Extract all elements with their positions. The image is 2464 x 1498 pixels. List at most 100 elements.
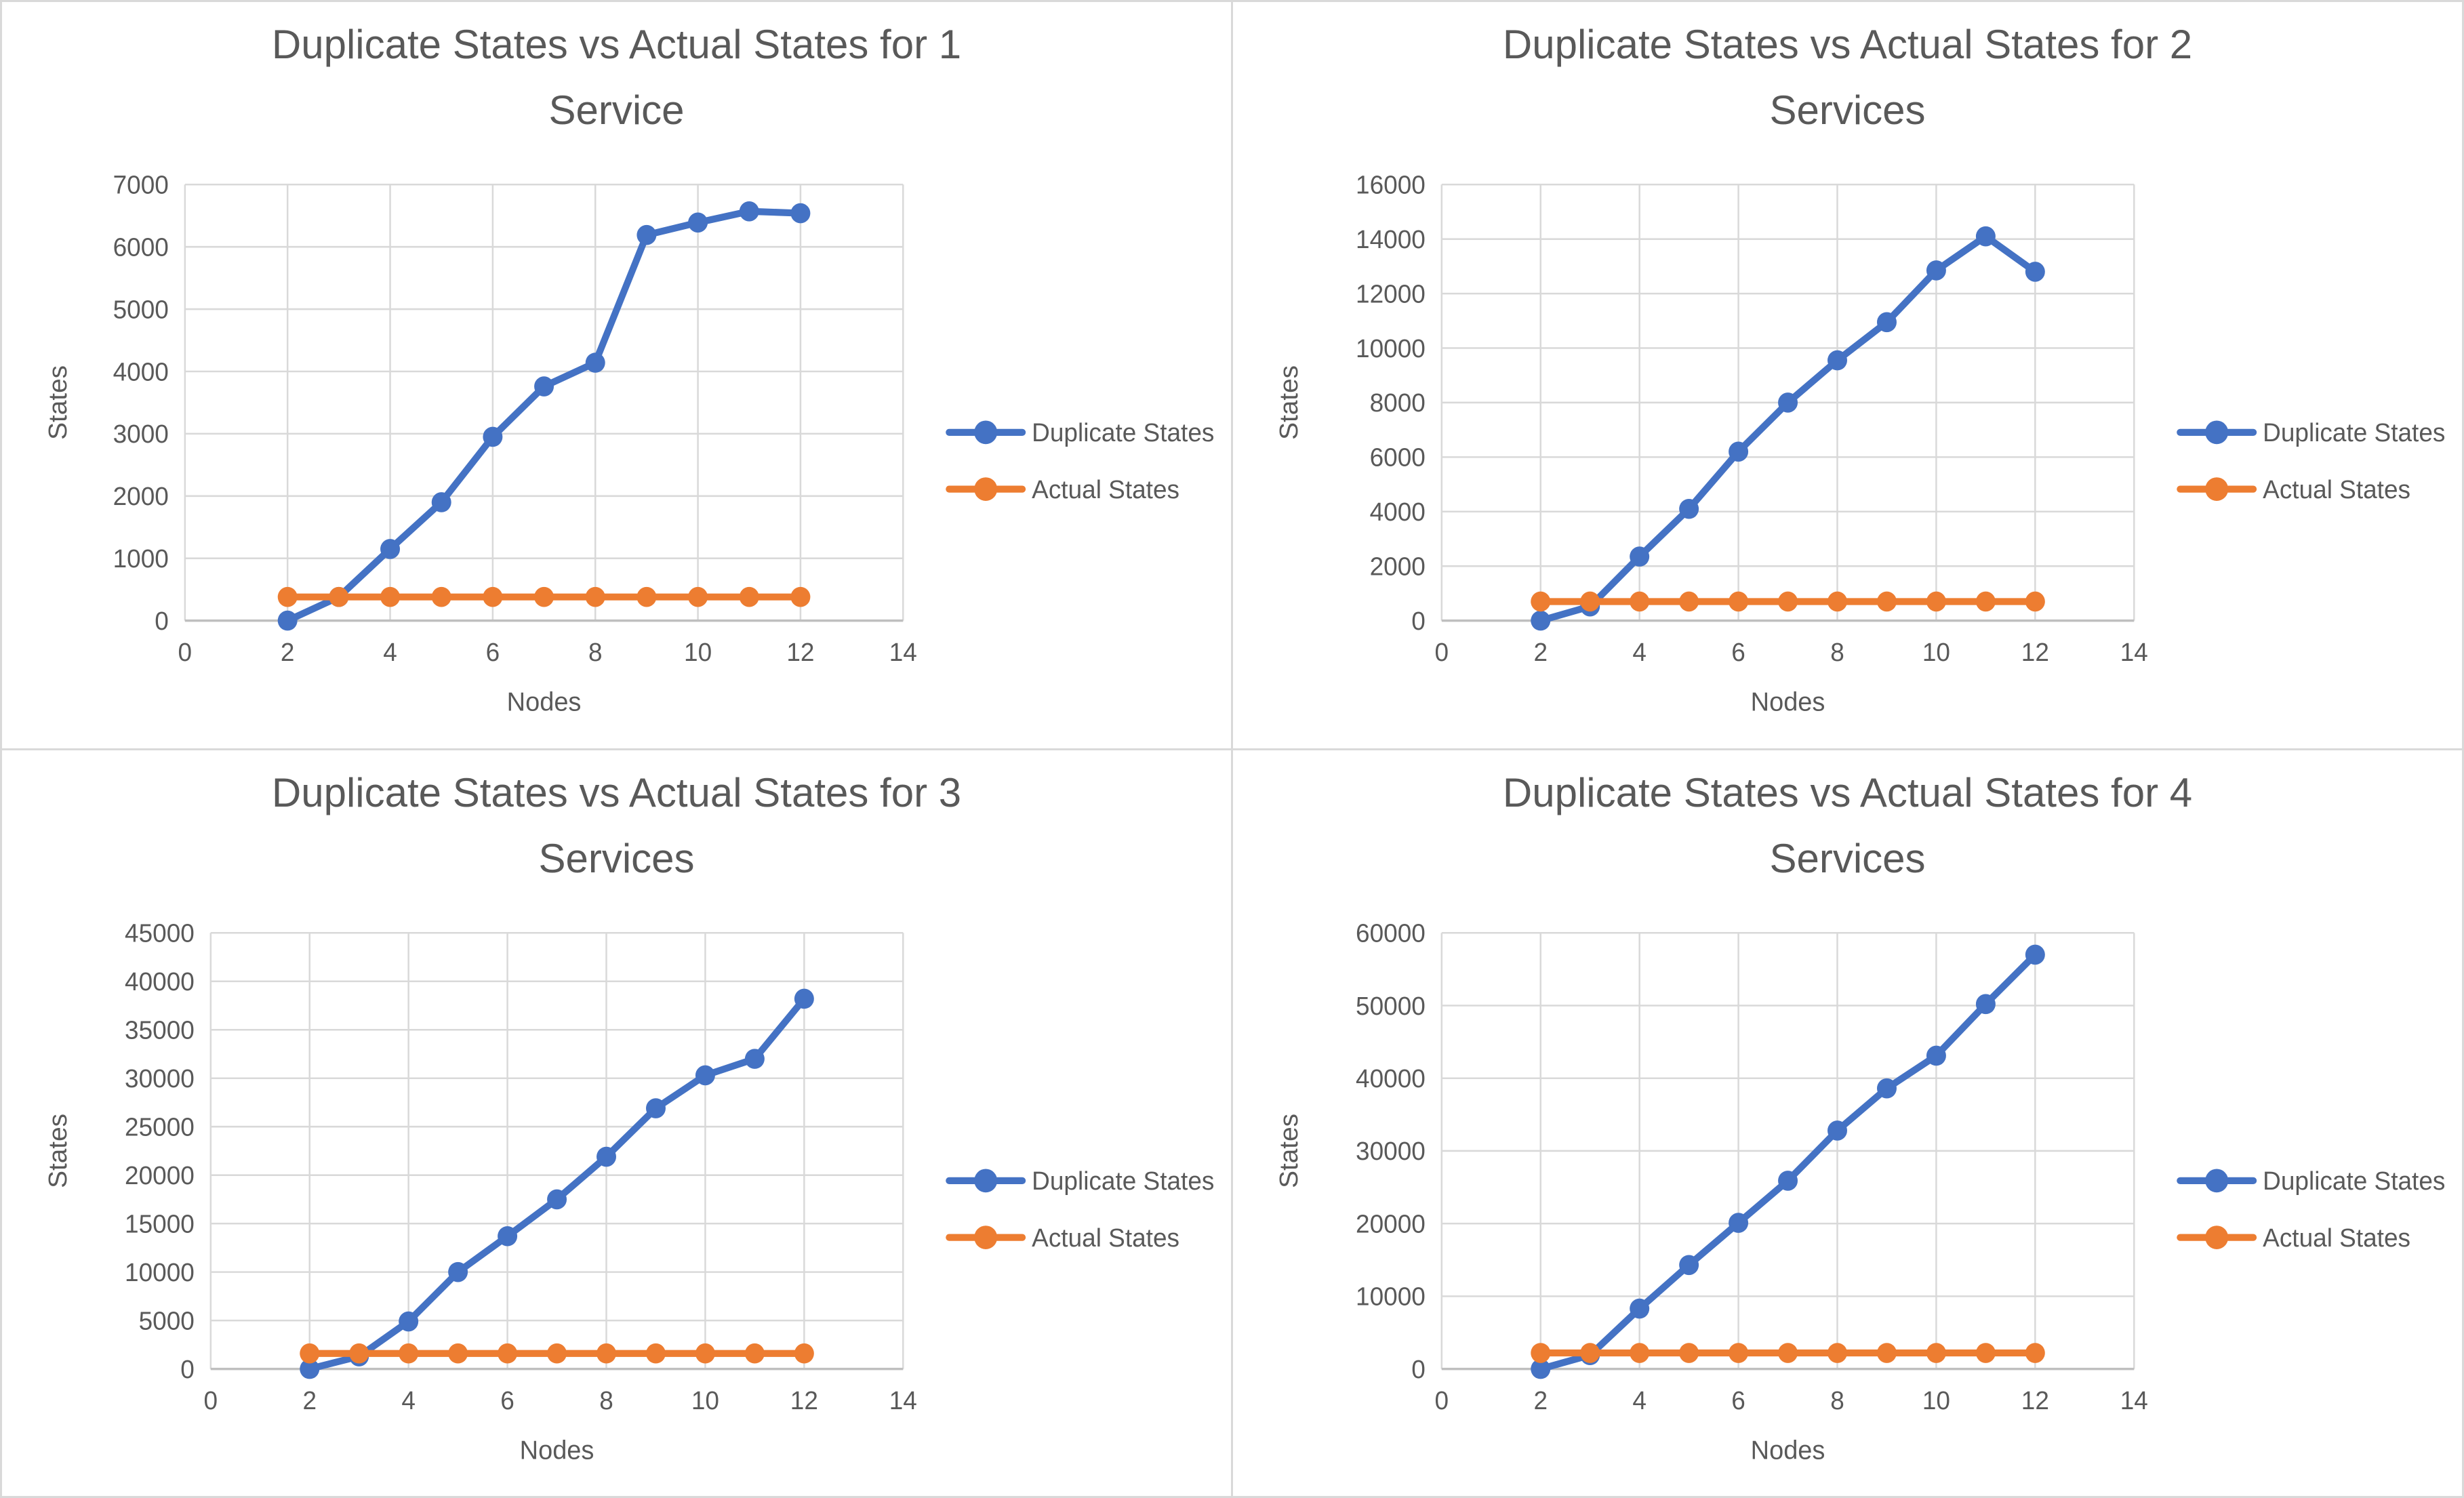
x-tick-label: 0: [1435, 1385, 1449, 1414]
series-marker-actual-states: [1580, 591, 1600, 612]
series-marker-actual-states: [300, 1343, 320, 1364]
y-tick-label: 5000: [139, 1306, 195, 1335]
chart-panel-3-services: Duplicate States vs Actual States for 3 …: [2, 750, 1231, 1496]
series-actual-states: [1531, 591, 2045, 612]
series-marker-duplicate-states: [2025, 262, 2045, 282]
series-marker-duplicate-states: [1630, 546, 1650, 567]
legend-item-duplicate-states: Duplicate States: [2177, 1166, 2445, 1195]
series-marker-actual-states: [1630, 1342, 1650, 1363]
series-marker-duplicate-states: [1729, 1212, 1749, 1233]
series-marker-duplicate-states: [547, 1189, 567, 1209]
series-duplicate-states: [277, 201, 811, 631]
legend-marker-duplicate-states: [2205, 1168, 2229, 1192]
y-tick-label: 0: [1411, 607, 1426, 635]
series-marker-actual-states: [597, 1343, 617, 1364]
series-marker-duplicate-states: [1876, 312, 1897, 333]
chart-title-line: Services: [1769, 835, 1926, 881]
chart-title: Duplicate States vs Actual States for 3 …: [2, 760, 1231, 891]
x-tick-label: 0: [204, 1385, 218, 1414]
x-tick-label: 4: [401, 1385, 416, 1414]
y-tick-label: 20000: [125, 1160, 195, 1189]
series-marker-duplicate-states: [448, 1261, 468, 1282]
x-tick-label: 2: [281, 637, 295, 666]
x-tick-label: 6: [486, 637, 500, 666]
series-marker-duplicate-states: [399, 1311, 419, 1331]
series-marker-actual-states: [1876, 591, 1897, 612]
series-marker-actual-states: [483, 586, 503, 607]
series-marker-actual-states: [744, 1343, 765, 1364]
y-tick-label: 35000: [125, 1015, 195, 1044]
y-tick-label: 30000: [1356, 1136, 1426, 1165]
y-tick-label: 40000: [125, 967, 195, 995]
series-marker-actual-states: [790, 586, 811, 607]
legend-marker-duplicate-states: [2205, 420, 2229, 445]
y-tick-label: 8000: [1370, 388, 1426, 417]
legend-item-duplicate-states: Duplicate States: [946, 1166, 1214, 1195]
y-tick-label: 6000: [1370, 443, 1426, 471]
y-tick-label: 10000: [1356, 333, 1426, 362]
x-axis-title: Nodes: [520, 1435, 594, 1464]
series-marker-duplicate-states: [645, 1097, 666, 1118]
y-tick-label: 10000: [1356, 1282, 1426, 1310]
legend-label: Actual States: [1032, 1223, 1179, 1251]
chart-canvas-3-services: 0 5000 10000 15000 20000 25000 30000 35000 40000…: [43, 918, 1214, 1465]
y-tick-label: 40000: [1356, 1064, 1426, 1092]
series-duplicate-states: [1531, 944, 2045, 1379]
legend: Duplicate States Actual States: [946, 1166, 1214, 1251]
chart-canvas-2-services: 0 2000 4000 6000 8000 10000 12000 14000 16000 0 2 4…: [1274, 170, 2445, 716]
series-marker-duplicate-states: [380, 539, 401, 559]
x-tick-label: 0: [178, 637, 193, 666]
series-marker-duplicate-states: [1926, 1045, 1946, 1066]
y-tick-label: 2000: [113, 482, 169, 510]
x-tick-label: 10: [684, 637, 712, 666]
x-tick-label: 12: [790, 1385, 818, 1414]
y-tick-label: 60000: [1356, 918, 1426, 947]
y-tick-label: 1000: [113, 544, 169, 573]
x-tick-label: 12: [2021, 1385, 2049, 1414]
series-marker-duplicate-states: [483, 426, 503, 447]
series-marker-actual-states: [794, 1343, 814, 1364]
series-marker-duplicate-states: [1975, 994, 1996, 1014]
series-marker-actual-states: [1926, 1342, 1946, 1363]
legend-marker-actual-states: [974, 477, 998, 501]
series-marker-duplicate-states: [585, 352, 605, 373]
legend-label: Actual States: [1032, 474, 1179, 503]
series-marker-actual-states: [1580, 1342, 1600, 1363]
x-tick-label: 6: [1731, 637, 1745, 666]
series-line-duplicate-states: [284, 207, 804, 624]
series-marker-actual-states: [277, 586, 298, 607]
y-tick-label: 2000: [1370, 552, 1426, 580]
legend-marker-actual-states: [2205, 477, 2229, 501]
series-marker-actual-states: [1729, 1342, 1749, 1363]
plot-grid: [1440, 931, 2135, 1370]
y-tick-label: 20000: [1356, 1209, 1426, 1238]
series-marker-actual-states: [1827, 1342, 1848, 1363]
series-marker-duplicate-states: [794, 988, 814, 1009]
series-marker-actual-states: [1729, 591, 1749, 612]
series-marker-duplicate-states: [277, 610, 298, 631]
series-marker-actual-states: [1778, 591, 1798, 612]
legend-item-duplicate-states: Duplicate States: [946, 418, 1214, 447]
series-actual-states: [300, 1343, 814, 1364]
plot-grid: [184, 183, 904, 622]
x-tick-label: 4: [1632, 1385, 1647, 1414]
series-marker-duplicate-states: [790, 203, 811, 224]
y-axis-title: States: [1274, 1113, 1304, 1188]
series-marker-actual-states: [1975, 1342, 1996, 1363]
series-marker-duplicate-states: [2025, 944, 2045, 965]
legend-marker-actual-states: [974, 1225, 998, 1249]
chart-title-line: Service: [548, 87, 685, 133]
y-tick-label: 14000: [1356, 225, 1426, 254]
x-tick-label: 14: [889, 637, 917, 666]
y-tick-label: 45000: [125, 918, 195, 947]
x-tick-label: 14: [2120, 1385, 2148, 1414]
legend-label: Duplicate States: [1032, 418, 1214, 447]
x-axis-title: Nodes: [1751, 687, 1825, 716]
y-tick-label: 50000: [1356, 991, 1426, 1019]
x-tick-label: 14: [2120, 637, 2148, 666]
legend-item-actual-states: Actual States: [2177, 474, 2410, 504]
x-tick-label: 6: [500, 1385, 514, 1414]
x-tick-label: 10: [691, 1385, 719, 1414]
x-tick-label: 2: [1533, 1385, 1548, 1414]
